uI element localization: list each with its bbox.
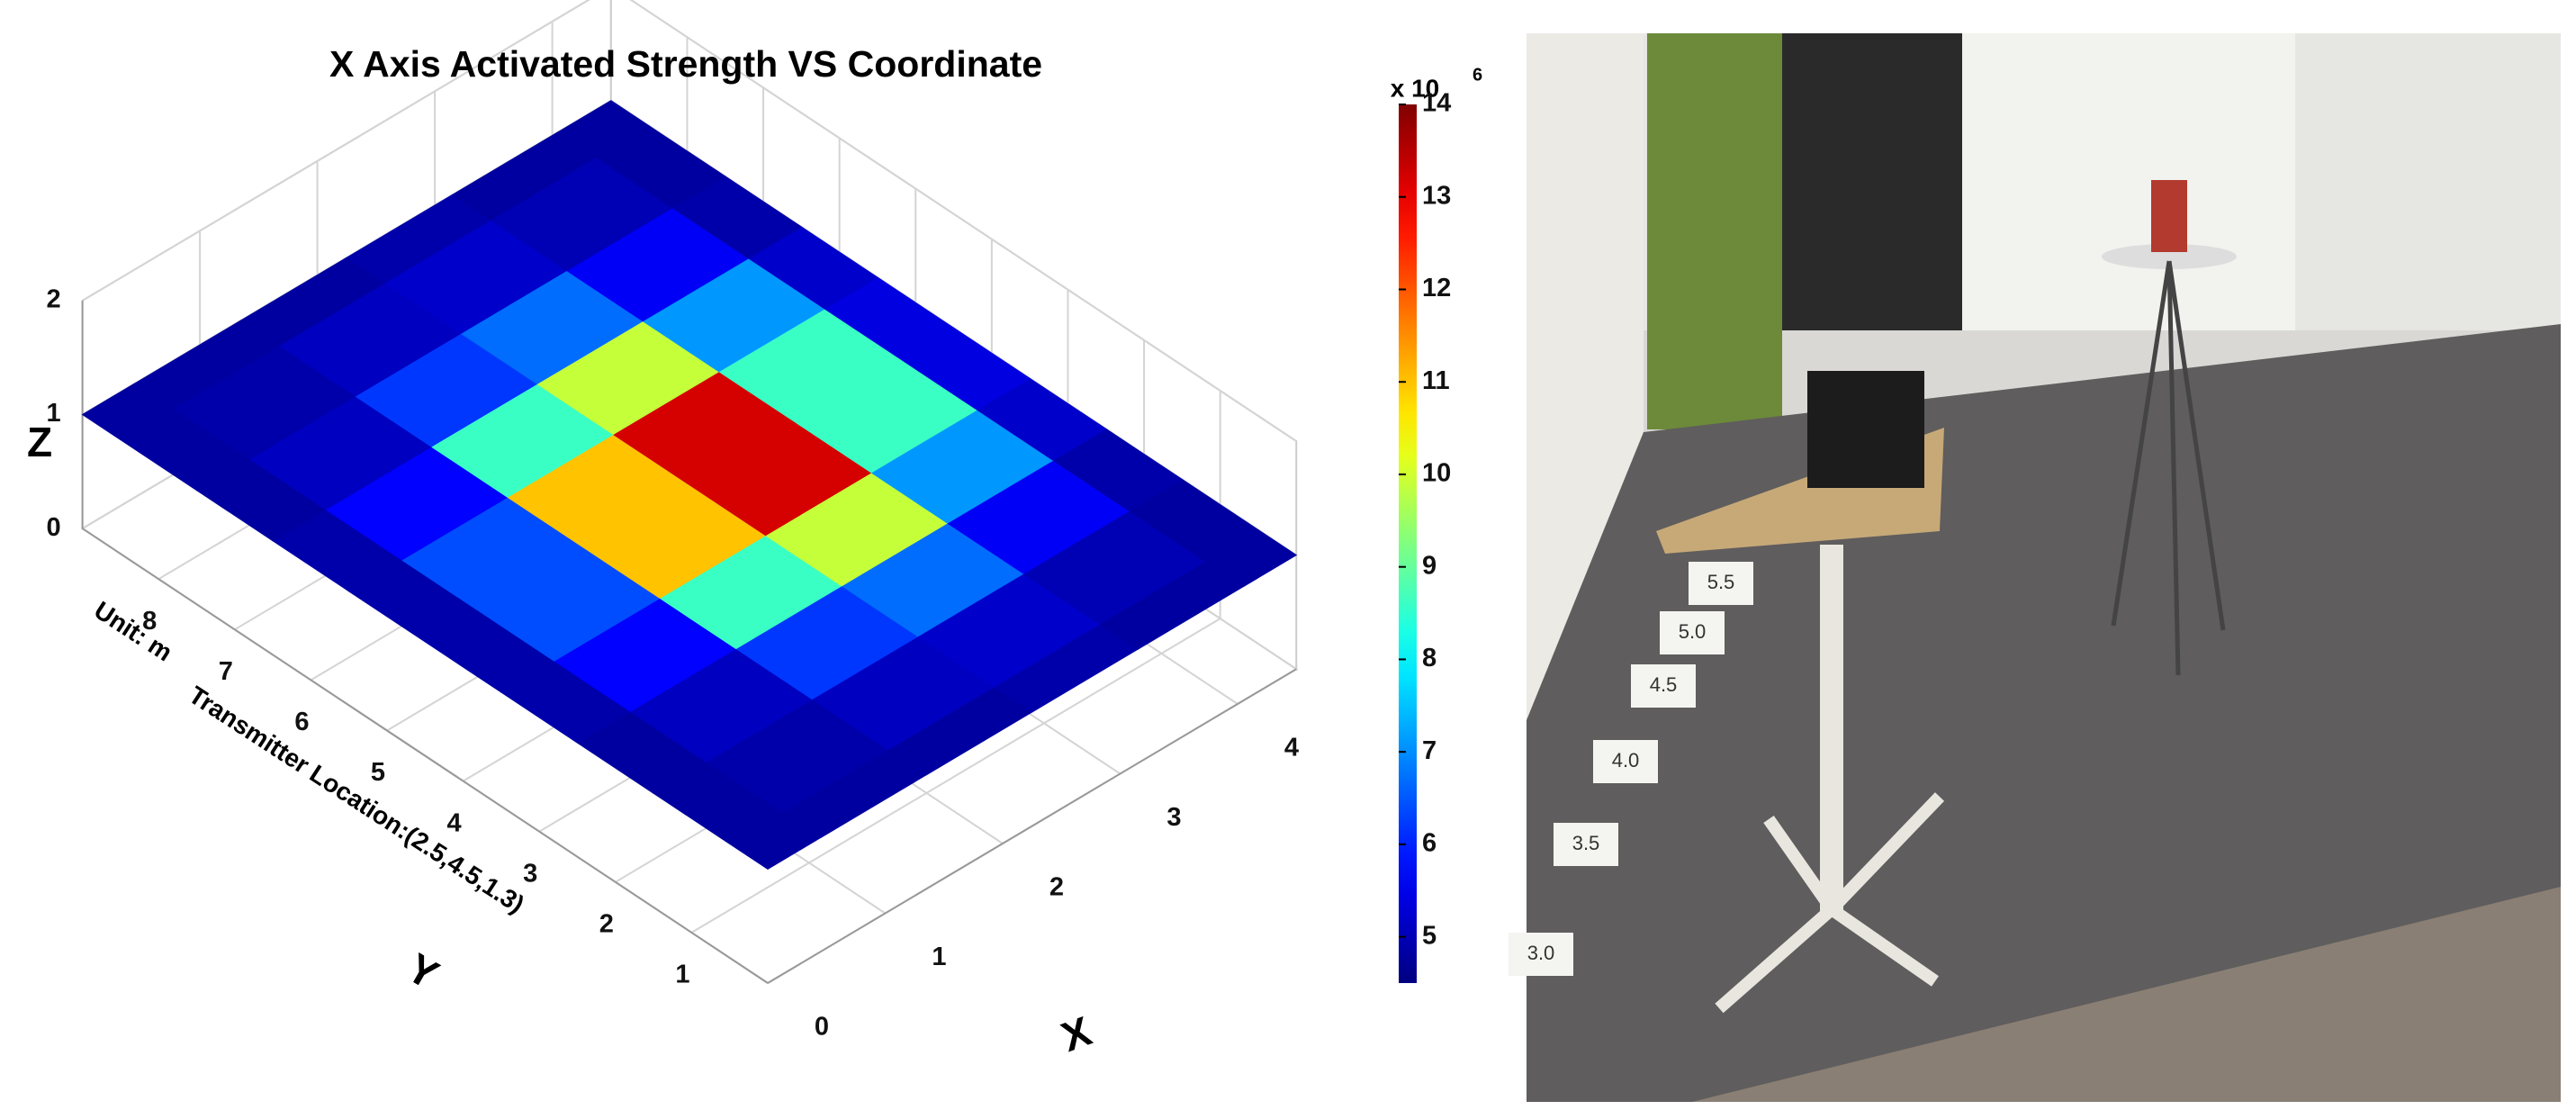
dark-doorway [1782,33,1962,330]
z-axis-label: Z [27,419,52,465]
colorbar-tick-label: 7 [1422,736,1437,765]
z-tick-label: 2 [46,285,60,314]
colorbar-tick-label: 5 [1422,921,1437,950]
y-tick-label: 3 [523,859,537,888]
surface-cell [557,100,651,158]
x-tick-label: 1 [932,943,946,971]
plant [1647,33,1782,429]
colorbar-tick-label: 8 [1422,644,1437,672]
y-axis-label: Y [400,943,447,997]
transmitter [2151,180,2187,252]
floor-marker [1509,933,1573,976]
colorbar-tick-label: 13 [1422,181,1451,210]
stand-leg [2166,260,2226,631]
partition [1962,33,2295,330]
colorbar-tick-label: 12 [1422,274,1451,302]
colorbar-exponent: 6 [1473,65,1482,85]
x-axis-label: X [1055,1007,1097,1060]
table-leg [1763,815,1837,914]
table-leg [1826,792,1945,914]
x-tick-label: 0 [815,1013,829,1042]
colorbar-tick-label: 9 [1422,551,1437,580]
floor-marker-label: 3.5 [1572,832,1600,854]
floor-marker [1631,664,1696,708]
x-tick-label: 4 [1284,734,1299,763]
unit-annotation: Unit: m [89,596,177,667]
photo [1527,33,2561,1102]
y-tick-label: 4 [447,808,462,837]
z-tick-label: 1 [46,399,60,428]
colorbar-multiplier: x 10 [1391,74,1440,102]
y-tick-label: 2 [599,909,614,938]
stand-leg [2111,260,2172,627]
light-carpet [1692,887,2561,1102]
stand-leg [2166,260,2181,676]
y-tick-label: 1 [675,961,689,989]
laptop [1807,371,1924,488]
floor-marker-label: 4.0 [1612,749,1640,772]
colorbar-ticks: 5 6 7 8 9 10 11 12 13 14 [1399,89,1451,950]
floor-marker [1660,611,1725,654]
x-tick-label: 3 [1166,803,1181,832]
grid-line [82,0,1297,442]
floor-marker [1689,562,1753,605]
floor-marker-label: 5.0 [1679,620,1707,643]
y-tick-label: 8 [142,607,157,636]
floor-marker-label: 4.5 [1650,673,1678,696]
y-tick-label: 7 [219,657,233,686]
chart-title: X Axis Activated Strength VS Coordinate [329,43,1042,85]
floor-marker-label: 5.5 [1707,571,1735,593]
colorbar [1399,104,1417,983]
floor-marker [1554,823,1618,866]
colorbar-tick-label: 10 [1422,459,1451,488]
stand-top [2102,244,2237,269]
floor-marker [1593,740,1658,783]
floor-markers: 5.5 5.0 4.5 4.0 3.5 3.0 [1509,562,1753,976]
x-axis [767,668,1297,984]
y-axis [82,528,769,984]
colorbar-tick-label: 14 [1422,89,1451,118]
colorbar-tick-label: 11 [1422,366,1450,395]
y-tick-label: 5 [371,758,385,787]
z-tick-label: 0 [46,513,60,542]
x-tick-label: 2 [1049,873,1064,902]
table-column [1820,545,1843,914]
colorbar-tick-label: 6 [1422,829,1437,858]
y-tick-label: 6 [294,708,309,736]
surface-plot: 0 1 2 3 4 1 2 3 4 5 6 7 8 0 1 2 [46,0,1299,1042]
floor-marker-label: 3.0 [1527,942,1555,964]
